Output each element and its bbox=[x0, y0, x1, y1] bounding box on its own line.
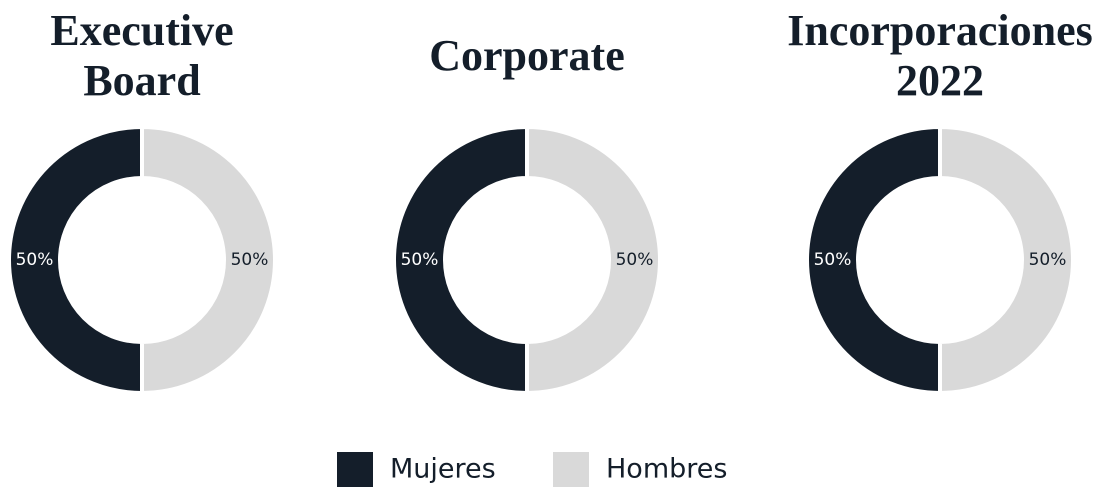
data-label: 50% bbox=[814, 250, 852, 270]
legend-label: Hombres bbox=[606, 454, 727, 485]
donut-segment bbox=[140, 124, 277, 396]
legend-label: Mujeres bbox=[390, 454, 496, 485]
donut-segment bbox=[392, 124, 529, 396]
data-label: 50% bbox=[16, 250, 54, 270]
donut-segment bbox=[938, 124, 1075, 396]
data-label: 50% bbox=[616, 250, 654, 270]
legend-swatch bbox=[553, 452, 589, 487]
donut-segment bbox=[805, 124, 942, 396]
donut-segment bbox=[525, 124, 662, 396]
data-label: 50% bbox=[1029, 250, 1067, 270]
data-label: 50% bbox=[231, 250, 269, 270]
data-label: 50% bbox=[401, 250, 439, 270]
legend-swatch bbox=[337, 452, 373, 487]
chart-title: Incorporaciones 2022 bbox=[787, 6, 1093, 105]
donut-segment bbox=[7, 124, 144, 396]
chart-title: Executive Board bbox=[50, 6, 234, 105]
chart-title: Corporate bbox=[429, 31, 625, 80]
